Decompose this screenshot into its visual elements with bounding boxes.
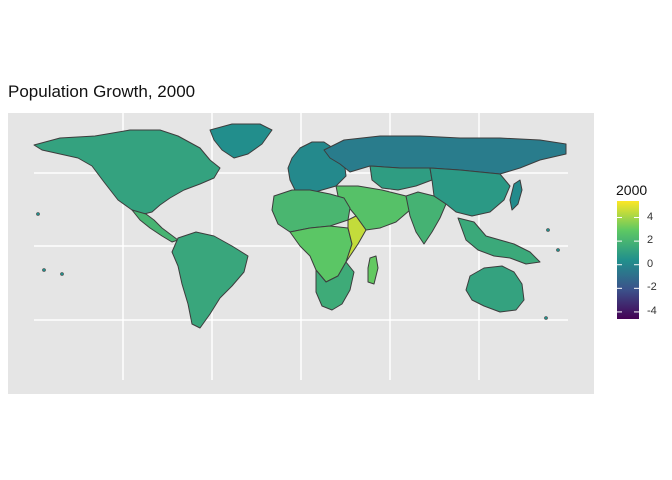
legend-tick-label: -2	[647, 281, 657, 294]
region-australia	[465, 265, 525, 313]
region-japan	[509, 179, 523, 211]
legend-tick-marks	[617, 217, 639, 313]
region-south-asia	[405, 191, 447, 245]
legend-title: 2000	[616, 182, 648, 198]
island	[36, 212, 40, 216]
island	[544, 316, 548, 320]
island	[60, 272, 64, 276]
legend-tick-label: 2	[647, 234, 654, 247]
region-russia	[323, 135, 567, 175]
region-madagascar	[367, 255, 379, 285]
island	[42, 268, 46, 272]
legend-tick-label: 0	[647, 257, 654, 270]
region-southeast-asia	[457, 217, 541, 265]
region-central-asia	[369, 165, 433, 191]
region-south-america	[171, 231, 249, 329]
island	[556, 248, 560, 252]
countries	[33, 123, 567, 329]
region-east-africa	[345, 215, 367, 263]
legend-tick-label: -4	[647, 304, 657, 317]
legend-tick-label: 4	[647, 210, 654, 223]
legend-colorbar	[617, 201, 639, 319]
region-greenland	[209, 123, 273, 159]
region-china	[429, 167, 511, 217]
page-title: Population Growth, 2000	[8, 82, 196, 101]
region-southern-africa	[315, 261, 355, 311]
islands	[36, 212, 560, 320]
region-north-america	[33, 129, 221, 215]
island	[546, 228, 550, 232]
